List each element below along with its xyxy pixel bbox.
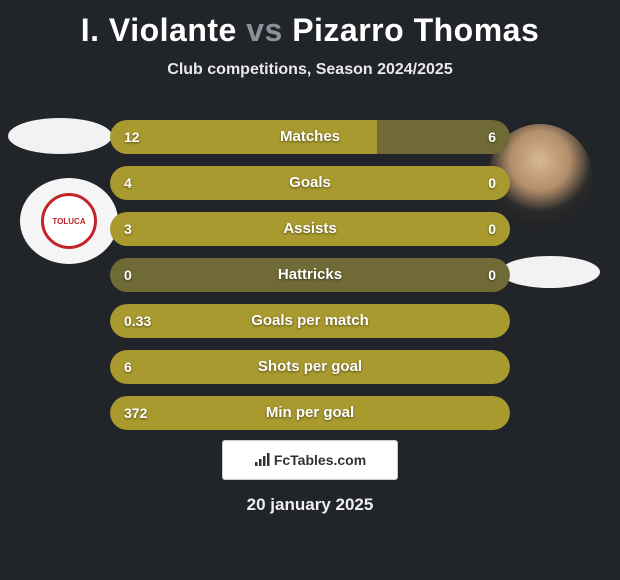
brand-text: FcTables.com xyxy=(274,452,366,468)
player1-club-badge: TOLUCA xyxy=(20,178,118,264)
stat-row: 40Goals xyxy=(110,166,510,200)
player2-name: Pizarro Thomas xyxy=(292,12,539,48)
stat-row: 0.33Goals per match xyxy=(110,304,510,338)
stat-label: Assists xyxy=(110,212,510,246)
stat-row: 126Matches xyxy=(110,120,510,154)
brand-box: FcTables.com xyxy=(222,440,398,480)
stat-row: 372Min per goal xyxy=(110,396,510,430)
stat-label: Matches xyxy=(110,120,510,154)
player2-club-badge xyxy=(500,256,600,288)
stat-label: Shots per goal xyxy=(110,350,510,384)
vs-text: vs xyxy=(246,12,283,48)
comparison-chart: 126Matches 40Goals 30Assists 00Hattricks 0.3… xyxy=(110,120,510,442)
stat-label: Goals per match xyxy=(110,304,510,338)
brand-icon xyxy=(254,453,270,467)
stat-label: Goals xyxy=(110,166,510,200)
player1-avatar xyxy=(8,118,112,154)
stat-row: 00Hattricks xyxy=(110,258,510,292)
player1-name: I. Violante xyxy=(81,12,237,48)
stat-label: Hattricks xyxy=(110,258,510,292)
stat-row: 30Assists xyxy=(110,212,510,246)
date-text: 20 january 2025 xyxy=(0,495,620,515)
stat-row: 6Shots per goal xyxy=(110,350,510,384)
stat-label: Min per goal xyxy=(110,396,510,430)
club-badge-inner: TOLUCA xyxy=(41,193,97,249)
page-title: I. Violante vs Pizarro Thomas xyxy=(0,0,620,49)
subtitle: Club competitions, Season 2024/2025 xyxy=(0,61,620,79)
